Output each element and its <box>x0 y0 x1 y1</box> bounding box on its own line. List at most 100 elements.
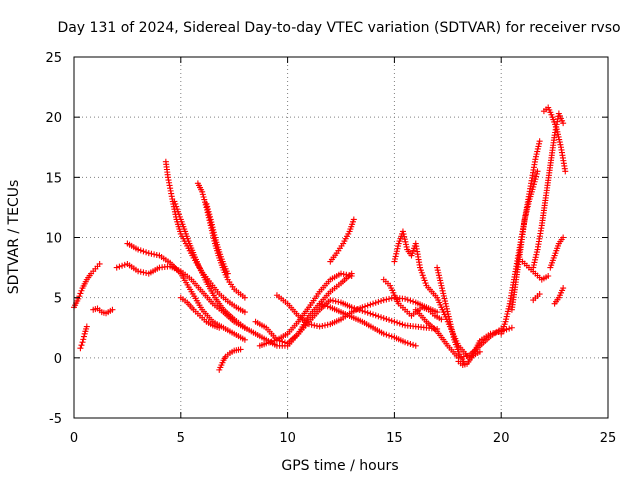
y-tick-label: 5 <box>54 292 62 307</box>
data-point <box>435 269 442 276</box>
y-axis-label: SDTVAR / TECUs <box>6 180 22 295</box>
data-point <box>80 336 87 343</box>
data-point <box>438 282 445 289</box>
data-point <box>201 196 208 203</box>
data-point <box>386 295 393 302</box>
data-point <box>420 274 427 281</box>
data-point <box>553 126 560 133</box>
data-point <box>437 280 444 287</box>
data-point <box>419 272 426 279</box>
x-tick-labels: 0 5 10 15 20 25 <box>70 431 616 446</box>
data-point <box>153 251 160 258</box>
y-tick-label: 20 <box>45 111 62 126</box>
series-track-20 <box>434 264 468 367</box>
data-point <box>140 248 147 255</box>
data-point <box>135 268 142 275</box>
data-point <box>329 297 336 304</box>
data-point <box>536 138 543 145</box>
data-point <box>522 211 529 218</box>
data-point <box>364 302 371 309</box>
data-point <box>532 153 539 160</box>
data-point <box>449 331 456 338</box>
data-point <box>421 277 428 284</box>
data-point <box>174 206 181 213</box>
data-point <box>209 224 216 231</box>
data-point <box>399 228 406 235</box>
data-point <box>313 322 320 329</box>
series-track-25 <box>530 110 567 271</box>
data-point <box>135 246 142 253</box>
data-point <box>443 303 450 310</box>
data-point <box>557 141 564 148</box>
series-track-22 <box>455 324 515 369</box>
data-point <box>204 206 211 213</box>
data-point <box>402 238 409 245</box>
x-tick-label: 10 <box>279 431 296 446</box>
series-track-6 <box>162 158 248 316</box>
data-point <box>448 326 455 333</box>
y-tick-labels: -5 0 5 10 15 20 25 <box>45 51 62 427</box>
data-point <box>524 206 531 213</box>
data-point <box>241 294 248 301</box>
data-point <box>508 324 515 331</box>
data-point <box>175 211 182 218</box>
data-point <box>536 140 543 147</box>
data-point <box>418 269 425 276</box>
data-point <box>173 203 180 210</box>
data-point <box>533 151 540 158</box>
data-point <box>444 308 451 315</box>
data-point <box>145 250 152 257</box>
data-point <box>380 315 387 322</box>
data-point <box>436 274 443 281</box>
series-track-3 <box>90 305 116 317</box>
data-point <box>378 314 385 321</box>
data-point <box>380 297 387 304</box>
data-point <box>171 198 178 205</box>
data-point <box>367 301 374 308</box>
data-point <box>441 295 448 302</box>
data-point <box>206 213 213 220</box>
series-track-26 <box>540 104 569 175</box>
data-point <box>400 231 407 238</box>
data-point <box>449 329 456 336</box>
data-point <box>78 342 85 349</box>
data-point <box>324 303 331 310</box>
data-point <box>210 229 217 236</box>
data-point <box>335 298 342 305</box>
y-tick-label: 15 <box>45 171 62 186</box>
data-point <box>399 321 406 328</box>
data-point <box>80 333 87 340</box>
data-point <box>388 317 395 324</box>
series-track-7 <box>171 198 248 331</box>
data-point <box>439 285 446 292</box>
data-point <box>113 264 120 271</box>
series-track-16 <box>327 216 357 265</box>
data-point <box>319 322 326 329</box>
data-point <box>327 297 334 304</box>
data-point <box>560 120 567 127</box>
data-point <box>560 234 567 241</box>
axis-ticks <box>73 56 609 419</box>
data-point <box>536 291 543 298</box>
data-point <box>393 250 400 257</box>
data-point <box>403 243 410 250</box>
series-track-30 <box>530 291 543 304</box>
data-point <box>388 333 395 340</box>
series-track-17 <box>316 300 419 349</box>
data-point <box>308 321 315 328</box>
data-point <box>394 319 401 326</box>
data-point <box>393 248 400 255</box>
data-point <box>199 191 206 198</box>
data-point <box>442 300 449 307</box>
data-point <box>370 311 377 318</box>
data-point <box>530 181 537 188</box>
data-point <box>263 340 270 347</box>
data-point <box>332 298 339 305</box>
data-point <box>533 251 540 258</box>
series-track-29 <box>551 285 567 307</box>
data-point <box>151 251 158 258</box>
data-point <box>206 211 213 218</box>
data-point <box>96 260 103 267</box>
series-track-9 <box>203 200 231 277</box>
